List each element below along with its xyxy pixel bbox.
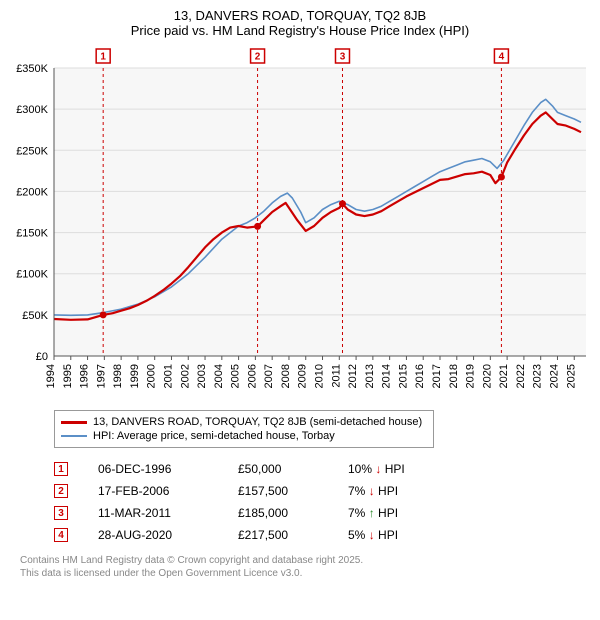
footer-attribution: Contains HM Land Registry data © Crown c…	[20, 554, 590, 580]
chart-container: 13, DANVERS ROAD, TORQUAY, TQ2 8JB Price…	[0, 0, 600, 620]
x-tick-label: 2022	[515, 364, 527, 388]
x-tick-label: 2002	[179, 364, 191, 388]
x-tick-label: 2024	[548, 364, 560, 388]
x-tick-label: 2008	[280, 364, 292, 388]
x-tick-label: 1998	[112, 364, 124, 388]
y-tick-label: £250K	[16, 145, 48, 157]
x-tick-label: 2001	[162, 364, 174, 388]
transaction-row-marker: 3	[54, 506, 68, 520]
x-tick-label: 2011	[330, 364, 342, 388]
x-tick-label: 2003	[196, 364, 208, 388]
transaction-table: 1 06-DEC-1996 £50,000 10% ↓ HPI 2 17-FEB-2006…	[54, 458, 590, 546]
transaction-row-marker: 2	[54, 484, 68, 498]
legend-row: HPI: Average price, semi-detached house,…	[61, 429, 427, 443]
transaction-hpi-diff: 7% ↑ HPI	[348, 506, 438, 520]
arrow-down-icon: ↓	[369, 484, 375, 498]
x-tick-label: 2023	[532, 364, 544, 388]
transaction-row: 1 06-DEC-1996 £50,000 10% ↓ HPI	[54, 458, 590, 480]
x-tick-label: 1999	[129, 364, 141, 388]
x-tick-label: 1997	[95, 364, 107, 388]
x-tick-label: 2007	[263, 364, 275, 388]
transaction-marker-number: 1	[100, 52, 106, 63]
transaction-hpi-diff: 5% ↓ HPI	[348, 528, 438, 542]
transaction-hpi-diff: 7% ↓ HPI	[348, 484, 438, 498]
x-tick-label: 2013	[364, 364, 376, 388]
x-tick-label: 2005	[230, 364, 242, 388]
transaction-hpi-diff: 10% ↓ HPI	[348, 462, 438, 476]
transaction-row: 2 17-FEB-2006 £157,500 7% ↓ HPI	[54, 480, 590, 502]
transaction-row-marker: 4	[54, 528, 68, 542]
transaction-row: 3 11-MAR-2011 £185,000 7% ↑ HPI	[54, 502, 590, 524]
title-line-2: Price paid vs. HM Land Registry's House …	[10, 23, 590, 38]
transaction-dot	[100, 311, 107, 318]
x-tick-label: 2010	[314, 364, 326, 388]
legend-label: HPI: Average price, semi-detached house,…	[93, 430, 335, 442]
legend: 13, DANVERS ROAD, TORQUAY, TQ2 8JB (semi…	[54, 410, 434, 448]
x-tick-label: 2025	[565, 364, 577, 388]
legend-label: 13, DANVERS ROAD, TORQUAY, TQ2 8JB (semi…	[93, 416, 422, 428]
x-tick-label: 2009	[297, 364, 309, 388]
transaction-price: £50,000	[238, 462, 318, 476]
transaction-row: 4 28-AUG-2020 £217,500 5% ↓ HPI	[54, 524, 590, 546]
y-tick-label: £200K	[16, 186, 48, 198]
x-tick-label: 2017	[431, 364, 443, 388]
transaction-marker-number: 2	[255, 52, 261, 63]
x-tick-label: 2021	[498, 364, 510, 388]
y-tick-label: £350K	[16, 63, 48, 75]
transaction-dot	[339, 200, 346, 207]
chart-titles: 13, DANVERS ROAD, TORQUAY, TQ2 8JB Price…	[10, 8, 590, 38]
transaction-date: 11-MAR-2011	[98, 506, 208, 520]
x-tick-label: 2000	[146, 364, 158, 388]
arrow-down-icon: ↓	[369, 528, 375, 542]
x-tick-label: 2014	[381, 364, 393, 388]
x-tick-label: 2004	[213, 364, 225, 388]
x-tick-label: 2015	[397, 364, 409, 388]
legend-swatch	[61, 421, 87, 424]
transaction-row-marker: 1	[54, 462, 68, 476]
transaction-marker-number: 4	[499, 52, 505, 63]
transaction-price: £157,500	[238, 484, 318, 498]
transaction-marker-number: 3	[340, 52, 346, 63]
y-tick-label: £100K	[16, 269, 48, 281]
transaction-price: £185,000	[238, 506, 318, 520]
legend-swatch	[61, 435, 87, 437]
title-line-1: 13, DANVERS ROAD, TORQUAY, TQ2 8JB	[10, 8, 590, 23]
chart-plot-area: £0 £50K £100K £150K £200K £250K £300K £350K 1994…	[10, 44, 590, 404]
transaction-price: £217,500	[238, 528, 318, 542]
x-tick-label: 1996	[79, 364, 91, 388]
arrow-up-icon: ↑	[369, 506, 375, 520]
y-tick-label: £50K	[22, 310, 48, 322]
x-tick-label: 1994	[45, 364, 57, 388]
x-tick-label: 1995	[62, 364, 74, 388]
transaction-date: 17-FEB-2006	[98, 484, 208, 498]
x-tick-label: 2020	[481, 364, 493, 388]
legend-row: 13, DANVERS ROAD, TORQUAY, TQ2 8JB (semi…	[61, 415, 427, 429]
transaction-date: 28-AUG-2020	[98, 528, 208, 542]
transaction-dot	[498, 174, 505, 181]
transaction-dot	[254, 223, 261, 230]
arrow-down-icon: ↓	[375, 462, 381, 476]
y-tick-label: £300K	[16, 104, 48, 116]
transaction-date: 06-DEC-1996	[98, 462, 208, 476]
footer-line-1: Contains HM Land Registry data © Crown c…	[20, 554, 590, 567]
x-tick-label: 2019	[465, 364, 477, 388]
x-tick-label: 2012	[347, 364, 359, 388]
x-tick-label: 2006	[246, 364, 258, 388]
y-tick-label: £0	[36, 351, 48, 363]
y-tick-label: £150K	[16, 228, 48, 240]
x-tick-label: 2016	[414, 364, 426, 388]
footer-line-2: This data is licensed under the Open Gov…	[20, 567, 590, 580]
x-tick-label: 2018	[448, 364, 460, 388]
chart-svg: £0 £50K £100K £150K £200K £250K £300K £350K 1994…	[10, 44, 590, 404]
